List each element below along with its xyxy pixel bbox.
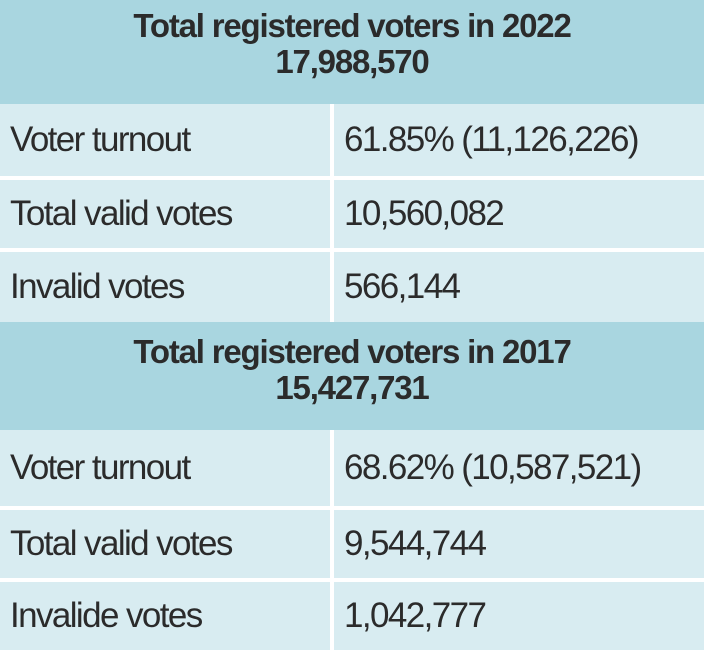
row-label: Total valid votes	[10, 524, 233, 563]
row-label: Total valid votes	[10, 194, 233, 233]
table-row: Invalide votes 1,042,777	[0, 582, 704, 650]
table-row: Voter turnout 61.85% (11,126,226)	[0, 104, 704, 176]
row-label: Voter turnout	[10, 448, 191, 487]
header-2017-title: Total registered voters in 2017	[133, 333, 571, 370]
row-divider	[0, 248, 704, 252]
row-value: 566,144	[344, 267, 461, 306]
table-row: Total valid votes 10,560,082	[0, 180, 704, 248]
table-row: Voter turnout 68.62% (10,587,521)	[0, 430, 704, 506]
header-2022-title: Total registered voters in 2022	[133, 7, 571, 44]
table-row: Total valid votes 9,544,744	[0, 510, 704, 578]
row-value: 61.85% (11,126,226)	[344, 120, 640, 159]
row-divider	[0, 578, 704, 582]
row-value: 1,042,777	[344, 596, 487, 635]
row-divider	[0, 176, 704, 180]
header-2022-total: 17,988,570	[275, 43, 429, 80]
row-label: Voter turnout	[10, 120, 191, 159]
column-divider	[330, 104, 334, 322]
row-value: 68.62% (10,587,521)	[344, 448, 642, 487]
row-label: Invalid votes	[10, 267, 185, 306]
header-2022: Total registered voters in 2022 17,988,5…	[0, 0, 704, 104]
table-row: Invalid votes 566,144	[0, 252, 704, 322]
column-divider	[330, 430, 334, 650]
row-value: 10,560,082	[344, 194, 505, 233]
row-value: 9,544,744	[344, 524, 487, 563]
row-label: Invalide votes	[10, 596, 203, 635]
header-2017-total: 15,427,731	[275, 369, 429, 406]
row-divider	[0, 506, 704, 510]
header-2017: Total registered voters in 2017 15,427,7…	[0, 322, 704, 430]
